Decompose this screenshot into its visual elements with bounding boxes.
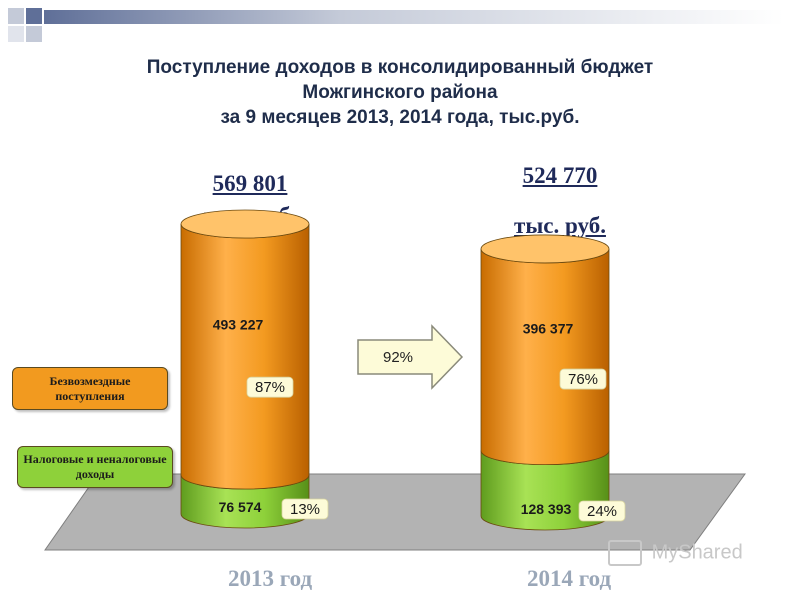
corner-square-3 (26, 26, 42, 42)
total-2014-value: 524 770 (522, 163, 598, 188)
year-label-2014: 2014 год (527, 566, 612, 591)
title-line-1: Поступление доходов в консолидированный … (146, 57, 654, 78)
bar-top-0 (180, 209, 310, 239)
value-label-tax-1: 128 393 (521, 501, 572, 517)
percent-box-tax-0 (281, 498, 329, 520)
watermark: MyShared (608, 540, 743, 566)
value-label-tax-0: 76 574 (219, 499, 262, 515)
legend-gratuitous-label: Безвозмездные поступления (49, 373, 131, 403)
percent-box-gratuitous-0 (246, 376, 294, 398)
percent-label-tax-0: 13% (290, 501, 320, 518)
value-label-gratuitous-1: 396 377 (523, 321, 574, 337)
watermark-text: MyShared (651, 541, 743, 564)
title-line-2: Можгинского района (302, 82, 498, 103)
bar-gratuitous-0 (180, 223, 310, 490)
legend-gratuitous: Безвозмездные поступления (12, 367, 168, 410)
year-label-2013: 2013 год (228, 566, 313, 591)
watermark-icon (608, 540, 642, 566)
value-label-gratuitous-0: 493 227 (213, 316, 264, 332)
percent-label-gratuitous-0: 87% (255, 379, 285, 396)
corner-square-2 (26, 8, 42, 24)
chart-title: Поступление доходов в консолидированный … (0, 55, 800, 130)
title-line-3: за 9 месяцев 2013, 2014 года, тыс.руб. (220, 107, 580, 128)
total-2013-value: 569 801 (212, 171, 288, 196)
total-2014: 524 770 тыс. руб. (480, 151, 640, 251)
bar-gratuitous-1 (480, 248, 610, 466)
percent-box-tax-1 (578, 500, 626, 522)
percent-label-gratuitous-1: 76% (568, 371, 598, 388)
legend-tax-label: Налоговые и неналоговые доходы (23, 452, 167, 481)
growth-arrow-label: 92% (383, 349, 413, 366)
bar-top-1 (480, 234, 610, 264)
total-2014-unit: тыс. руб. (514, 213, 606, 238)
corner-square-4 (8, 26, 24, 42)
legend-tax: Налоговые и неналоговые доходы (17, 446, 173, 488)
corner-square-1 (8, 8, 24, 24)
percent-box-gratuitous-1 (559, 368, 607, 390)
header-bar (44, 10, 784, 24)
growth-arrow (357, 324, 464, 390)
percent-label-tax-1: 24% (587, 503, 617, 520)
